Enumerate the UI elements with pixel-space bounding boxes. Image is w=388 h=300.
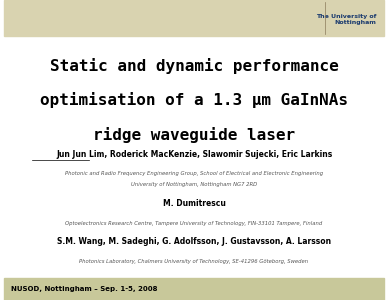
Text: The University of
Nottingham: The University of Nottingham [316, 14, 377, 25]
Text: Photonic and Radio Frequency Engineering Group, School of Electrical and Electro: Photonic and Radio Frequency Engineering… [65, 172, 323, 176]
Text: S.M. Wang, M. Sadeghi, G. Adolfsson, J. Gustavsson, A. Larsson: S.M. Wang, M. Sadeghi, G. Adolfsson, J. … [57, 237, 331, 246]
Text: Photonics Laboratory, Chalmers University of Technology, SE-41296 Göteborg, Swed: Photonics Laboratory, Chalmers Universit… [80, 259, 308, 263]
Text: ridge waveguide laser: ridge waveguide laser [93, 127, 295, 143]
Text: Optoelectronics Research Centre, Tampere University of Technology, FIN-33101 Tam: Optoelectronics Research Centre, Tampere… [65, 221, 323, 226]
Text: Jun Jun Lim, Roderick MacKenzie, Slawomir Sujecki, Eric Larkins: Jun Jun Lim, Roderick MacKenzie, Slawomi… [56, 150, 332, 159]
Bar [3, 0, 385, 36]
Text: NUSOD, Nottingham – Sep. 1-5, 2008: NUSOD, Nottingham – Sep. 1-5, 2008 [11, 286, 158, 292]
Bar [3, 278, 385, 300]
Text: Static and dynamic performance: Static and dynamic performance [50, 58, 338, 74]
Text: University of Nottingham, Nottingham NG7 2RD: University of Nottingham, Nottingham NG7… [131, 182, 257, 187]
Text: optimisation of a 1.3 μm GaInNAs: optimisation of a 1.3 μm GaInNAs [40, 92, 348, 109]
Text: M. Dumitrescu: M. Dumitrescu [163, 200, 225, 208]
